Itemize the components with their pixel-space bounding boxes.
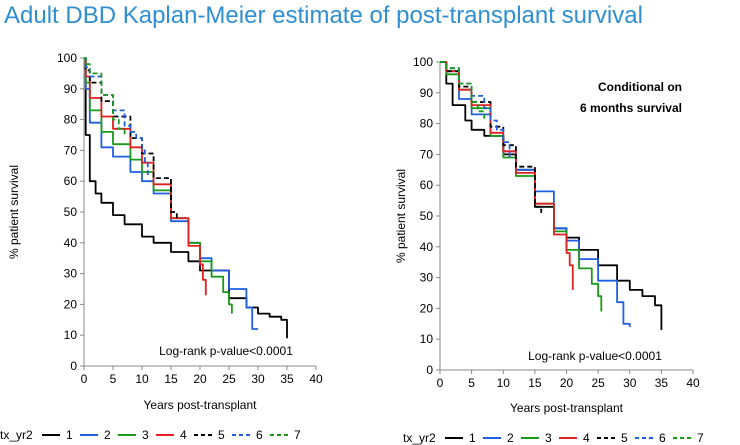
y-tick-label: 60 bbox=[420, 178, 434, 192]
legend-label-2: 2 bbox=[507, 431, 514, 445]
y-tick-label: 80 bbox=[64, 113, 78, 127]
series-line-7 bbox=[84, 57, 126, 135]
legend-label-1: 1 bbox=[66, 428, 73, 442]
legend-label-5: 5 bbox=[621, 431, 628, 445]
legend-label-6: 6 bbox=[659, 431, 666, 445]
y-tick-label: 100 bbox=[57, 51, 77, 65]
y-tick-label: 20 bbox=[64, 297, 78, 311]
y-tick-label: 0 bbox=[70, 359, 77, 373]
x-tick-label: 0 bbox=[81, 372, 88, 386]
legend-title: tx_yr2 bbox=[0, 428, 33, 442]
y-tick-label: 90 bbox=[420, 86, 434, 100]
legend-label-4: 4 bbox=[583, 431, 590, 445]
y-tick-label: 60 bbox=[64, 174, 78, 188]
series-line-7 bbox=[440, 61, 486, 121]
y-tick-label: 100 bbox=[413, 55, 433, 69]
x-tick-label: 35 bbox=[280, 372, 294, 386]
slide-title: Adult DBD Kaplan-Meier estimate of post-… bbox=[4, 2, 643, 29]
legend-label-6: 6 bbox=[256, 428, 263, 442]
y-axis-title: % patient survival bbox=[394, 169, 408, 263]
series-line-1 bbox=[84, 57, 288, 339]
legend-label-1: 1 bbox=[469, 431, 476, 445]
x-tick-label: 30 bbox=[623, 376, 637, 390]
conditional-note-line: 6 months survival bbox=[580, 101, 682, 115]
legend-label-7: 7 bbox=[294, 428, 301, 442]
x-tick-label: 5 bbox=[110, 372, 117, 386]
series-line-4 bbox=[440, 61, 574, 290]
y-tick-label: 30 bbox=[64, 267, 78, 281]
x-tick-label: 10 bbox=[135, 372, 149, 386]
x-tick-label: 40 bbox=[686, 376, 700, 390]
legend-label-7: 7 bbox=[697, 431, 704, 445]
y-tick-label: 50 bbox=[64, 205, 78, 219]
y-tick-label: 70 bbox=[420, 147, 434, 161]
series-line-5 bbox=[440, 61, 543, 213]
x-tick-label: 25 bbox=[222, 372, 236, 386]
y-tick-label: 10 bbox=[64, 328, 78, 342]
x-axis-title: Years post-transplant bbox=[144, 398, 258, 412]
y-axis-title: % patient survival bbox=[7, 165, 21, 259]
conditional-note-line: Conditional on bbox=[598, 80, 682, 94]
y-tick-label: 0 bbox=[426, 363, 433, 377]
legend-label-5: 5 bbox=[218, 428, 225, 442]
x-tick-label: 25 bbox=[591, 376, 605, 390]
series-line-4 bbox=[84, 57, 207, 296]
x-tick-label: 15 bbox=[528, 376, 542, 390]
x-tick-label: 5 bbox=[468, 376, 475, 390]
x-tick-label: 0 bbox=[437, 376, 444, 390]
x-tick-label: 40 bbox=[309, 372, 323, 386]
x-axis-title: Years post-transplant bbox=[510, 401, 624, 415]
x-tick-label: 10 bbox=[497, 376, 511, 390]
x-tick-label: 20 bbox=[193, 372, 207, 386]
logrank-annotation: Log-rank p-value<0.0001 bbox=[159, 344, 293, 358]
logrank-annotation: Log-rank p-value<0.0001 bbox=[528, 349, 662, 363]
x-tick-label: 20 bbox=[560, 376, 574, 390]
legend-label-4: 4 bbox=[180, 428, 187, 442]
y-tick-label: 30 bbox=[420, 271, 434, 285]
series-line-6 bbox=[440, 61, 511, 158]
y-tick-label: 90 bbox=[64, 82, 78, 96]
y-tick-label: 70 bbox=[64, 143, 78, 157]
series-line-2 bbox=[84, 57, 258, 330]
legend-label-3: 3 bbox=[545, 431, 552, 445]
legend-label-2: 2 bbox=[104, 428, 111, 442]
y-tick-label: 50 bbox=[420, 209, 434, 223]
y-tick-label: 40 bbox=[420, 240, 434, 254]
series-line-3 bbox=[84, 57, 233, 314]
x-tick-label: 30 bbox=[251, 372, 265, 386]
x-tick-label: 35 bbox=[655, 376, 669, 390]
legend-label-3: 3 bbox=[142, 428, 149, 442]
y-tick-label: 10 bbox=[420, 332, 434, 346]
y-tick-label: 20 bbox=[420, 301, 434, 315]
y-tick-label: 40 bbox=[64, 236, 78, 250]
y-tick-label: 80 bbox=[420, 117, 434, 131]
x-tick-label: 15 bbox=[164, 372, 178, 386]
legend-title: tx_yr2 bbox=[403, 431, 436, 445]
